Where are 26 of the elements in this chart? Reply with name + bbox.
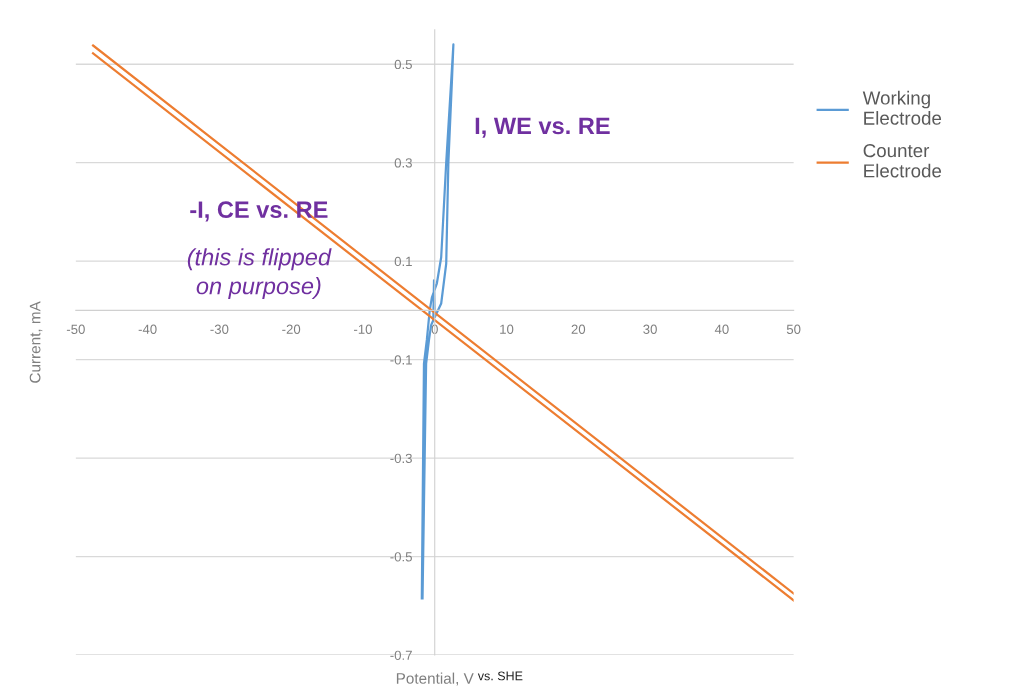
x-tick-label: 10: [500, 324, 514, 334]
x-tick-label: -10: [354, 324, 372, 334]
y-tick-label: -0.5: [390, 552, 412, 562]
line-series: [420, 43, 455, 600]
legend-label: Working Electrode: [862, 90, 942, 125]
legend-label: Counter Electrode: [863, 144, 942, 178]
y-tick-label: -0.1: [390, 355, 412, 365]
y-tick-label: -0.3: [390, 453, 412, 464]
annotation: (this is flipped on purpose): [187, 248, 332, 300]
x-tick-label: 0: [431, 324, 438, 334]
x-tick-label: 20: [571, 324, 586, 334]
text: vs. SHE: [477, 671, 523, 681]
y-tick-label: 0.5: [394, 59, 412, 70]
x-tick-label: 30: [643, 324, 657, 334]
y-axis-title: Current, mA: [29, 301, 43, 383]
y-tick-label: 0.3: [394, 158, 412, 168]
x-tick-label: 40: [714, 324, 729, 334]
y-tick-label: 0.1: [394, 256, 412, 267]
x-tick-label: -40: [138, 324, 157, 334]
x-tick-label: -30: [210, 324, 229, 334]
x-tick-label: -20: [282, 324, 301, 334]
y-tick-label: -0.7: [390, 650, 412, 660]
x-axis-title: Potential, V: [396, 672, 474, 686]
annotation: I, WE vs. RE: [475, 117, 610, 138]
x-tick-label: 50: [786, 324, 801, 334]
x-tick-label: -50: [66, 324, 85, 334]
